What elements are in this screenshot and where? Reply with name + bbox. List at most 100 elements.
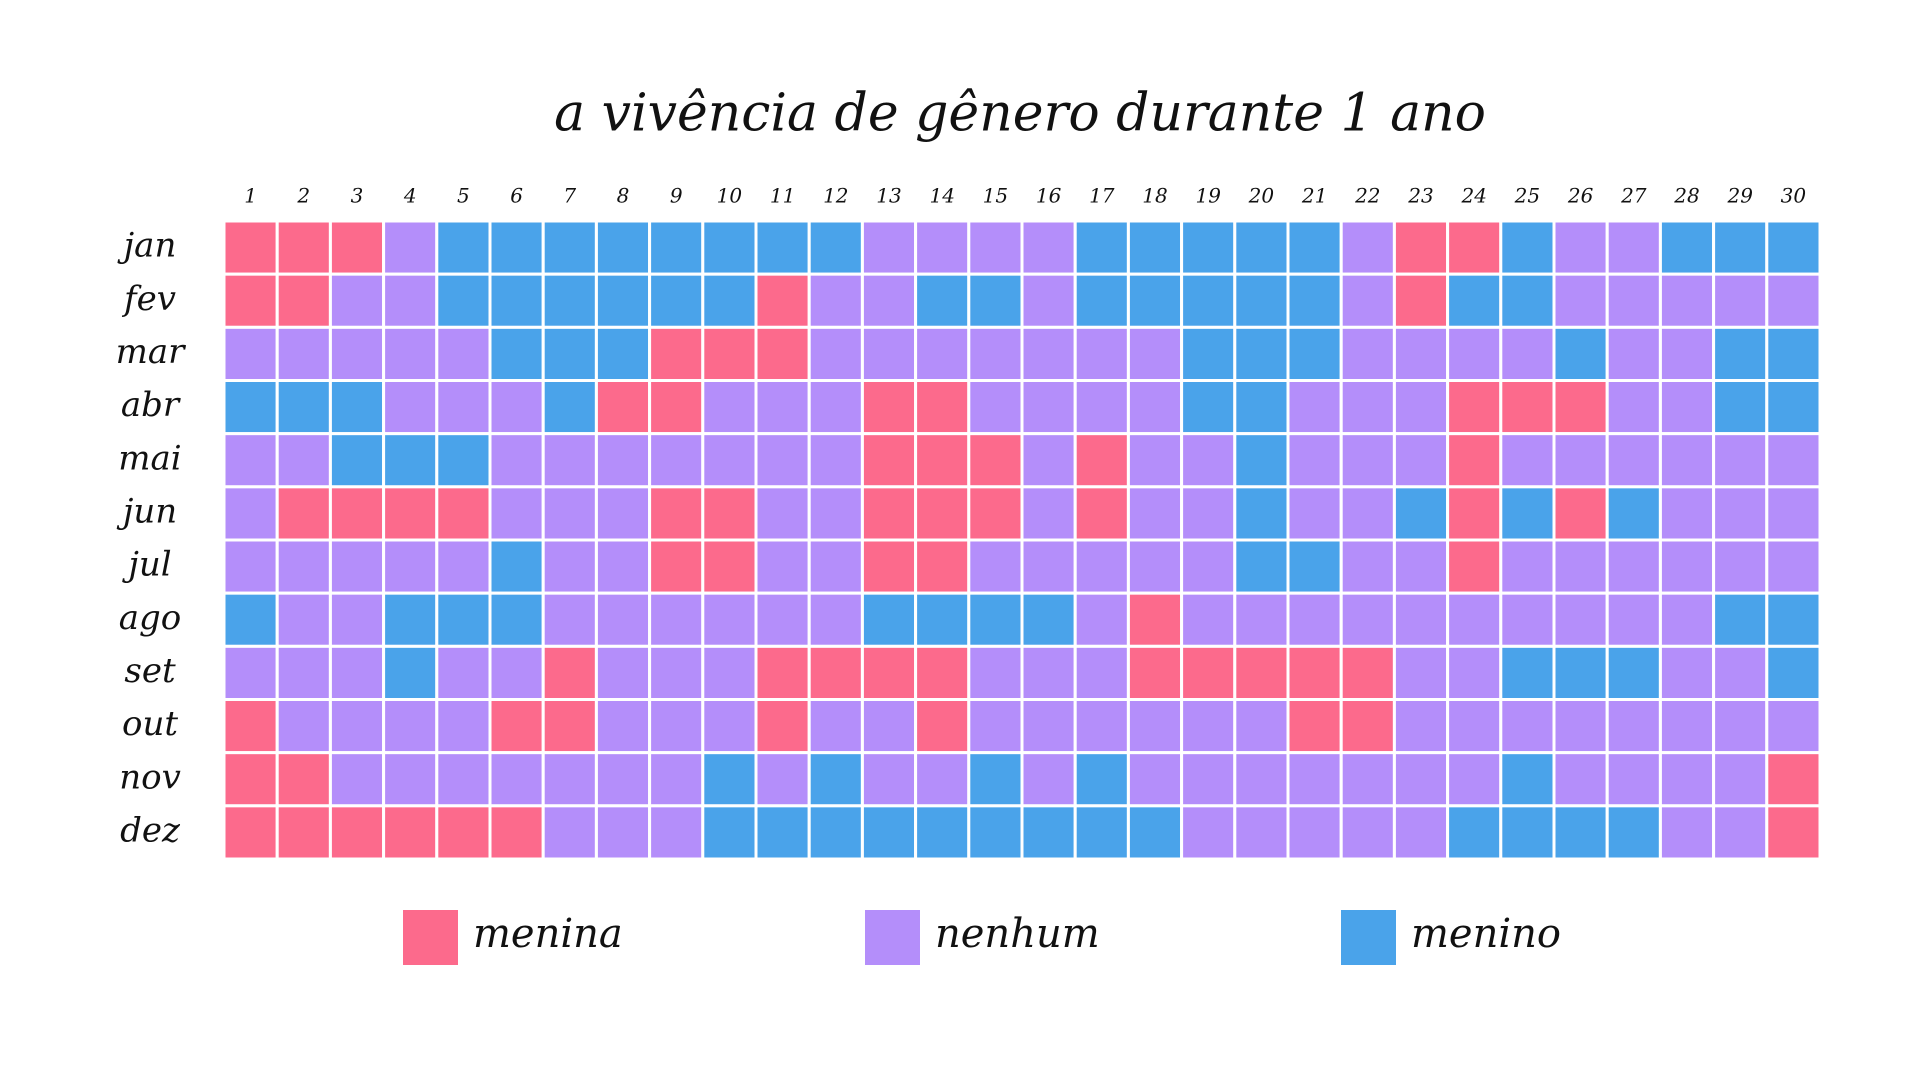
cell <box>754 379 811 436</box>
cell <box>541 644 598 701</box>
cell <box>382 804 439 861</box>
day-label: 22 <box>1354 184 1380 208</box>
day-label: 12 <box>823 184 848 208</box>
cell <box>488 644 545 701</box>
cell <box>1233 644 1290 701</box>
cell <box>648 644 705 701</box>
cell <box>1605 272 1662 329</box>
cell <box>275 485 332 542</box>
cell <box>1020 804 1077 861</box>
day-label: 13 <box>876 184 901 208</box>
day-label: 16 <box>1036 184 1062 208</box>
cell <box>275 538 332 595</box>
cell <box>1605 804 1662 861</box>
cell <box>1126 538 1184 595</box>
cell <box>541 698 598 755</box>
cell <box>1180 272 1237 329</box>
cell <box>1446 804 1503 861</box>
day-label: 28 <box>1673 184 1699 208</box>
cell <box>488 219 545 276</box>
cell <box>382 272 439 329</box>
cell <box>435 644 492 701</box>
cell <box>1446 325 1503 383</box>
cell <box>1765 591 1822 648</box>
cell <box>1392 219 1450 276</box>
cell <box>382 751 439 808</box>
day-label: 2 <box>296 184 310 208</box>
cell <box>914 485 971 542</box>
cell <box>1073 432 1130 489</box>
cell <box>1180 325 1237 383</box>
cell <box>1286 538 1343 595</box>
cell <box>222 379 279 436</box>
cell <box>1180 751 1237 808</box>
cell <box>967 804 1024 861</box>
cell <box>488 538 545 595</box>
cell <box>1180 644 1237 701</box>
day-label: 7 <box>563 184 576 208</box>
cell <box>222 644 279 701</box>
cell <box>807 432 864 489</box>
cell <box>754 485 811 542</box>
cell <box>1392 644 1450 701</box>
cell <box>914 591 971 648</box>
cell <box>1392 538 1450 595</box>
cell <box>1339 751 1396 808</box>
cell <box>435 379 492 436</box>
cell <box>1765 804 1822 861</box>
cell <box>914 432 971 489</box>
cell <box>1073 751 1130 808</box>
cell <box>275 219 332 276</box>
cell <box>967 698 1024 755</box>
day-label: 26 <box>1567 184 1594 208</box>
cell <box>914 379 971 436</box>
cell <box>1605 325 1662 383</box>
cell <box>1339 325 1396 383</box>
month-label: dez <box>120 810 181 850</box>
cell <box>435 804 492 861</box>
cell <box>860 432 918 489</box>
cell <box>1446 751 1503 808</box>
cell <box>807 751 864 808</box>
cell <box>1286 272 1343 329</box>
day-label: 25 <box>1514 184 1540 208</box>
cell <box>1499 644 1556 701</box>
cell <box>648 804 705 861</box>
cell <box>1233 485 1290 542</box>
cell <box>1605 698 1662 755</box>
day-label: 17 <box>1089 184 1115 208</box>
cell <box>1499 538 1556 595</box>
cell <box>541 485 598 542</box>
cell <box>488 751 545 808</box>
cell <box>860 698 918 755</box>
cell <box>1392 485 1450 542</box>
cell <box>1605 379 1662 436</box>
cell <box>648 751 705 808</box>
month-label: fev <box>121 279 176 319</box>
cell <box>860 379 918 436</box>
cell <box>1126 272 1184 329</box>
day-label: 29 <box>1726 184 1753 208</box>
cell <box>1499 272 1556 329</box>
cell <box>435 538 492 595</box>
cell <box>1126 485 1184 542</box>
cell <box>1446 591 1503 648</box>
cell <box>701 325 758 383</box>
cell <box>1233 751 1290 808</box>
cell <box>594 272 652 329</box>
cell <box>1712 432 1769 489</box>
cell <box>1552 698 1609 755</box>
cell <box>382 644 439 701</box>
cell <box>1020 485 1077 542</box>
cell <box>701 591 758 648</box>
cell <box>1020 272 1077 329</box>
cell <box>1126 751 1184 808</box>
cell <box>382 591 439 648</box>
cell <box>594 379 652 436</box>
cell <box>860 804 918 861</box>
cell <box>1233 698 1290 755</box>
cell <box>594 644 652 701</box>
cell <box>860 325 918 383</box>
cell <box>754 432 811 489</box>
